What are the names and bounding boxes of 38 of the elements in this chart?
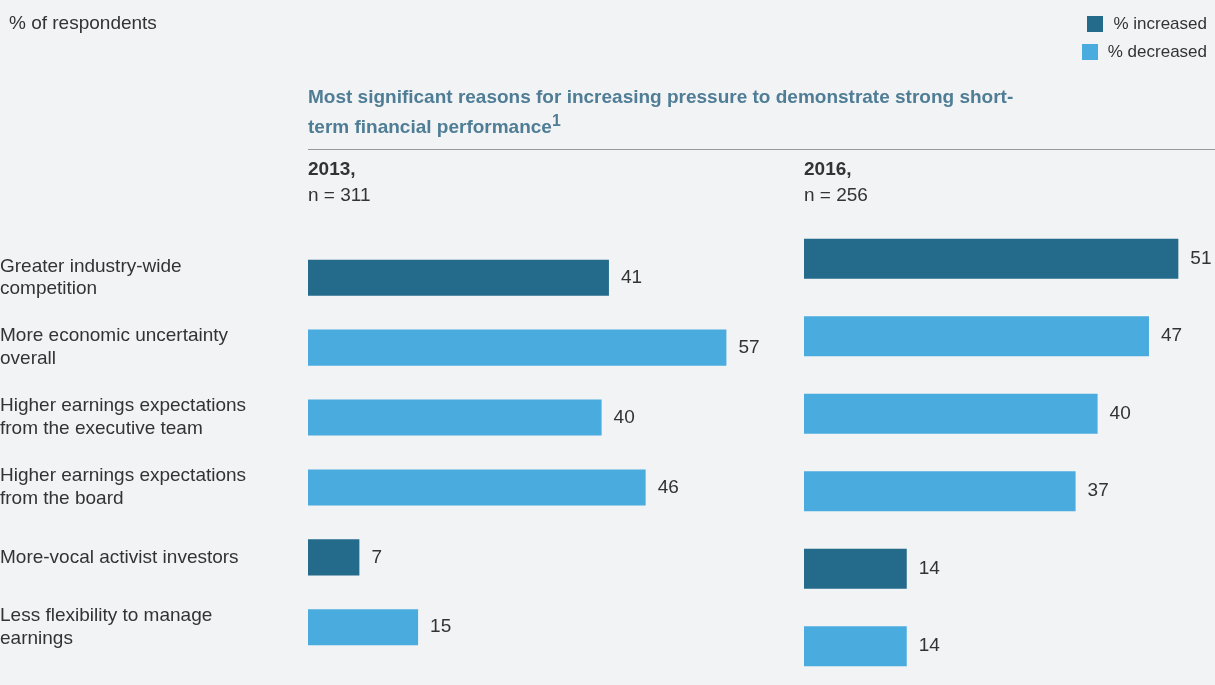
data-label: 46 [657, 475, 679, 497]
legend-label: % increased [1113, 14, 1207, 34]
data-label: 41 [620, 265, 643, 287]
y-tick-label: Higher earnings expectations from the board [0, 464, 247, 509]
bar [308, 399, 602, 436]
bar [804, 548, 907, 589]
data-label: 57 [738, 335, 760, 357]
chart-subtitle: 2013, [308, 158, 356, 180]
bar [308, 469, 646, 506]
chart-subtitle: 2016, [804, 158, 852, 180]
bar [308, 609, 419, 646]
y-tick-label: More economic uncertainty overall [0, 324, 229, 369]
text: n = 311 [308, 184, 371, 206]
bar [308, 329, 727, 366]
bar [308, 259, 609, 296]
y-tick-label: Higher earnings expectations from the executive team [0, 394, 247, 439]
data-label: 15 [430, 615, 452, 637]
data-label: 37 [1087, 479, 1109, 501]
data-label: 14 [918, 556, 941, 578]
bar [804, 316, 1149, 357]
chart-title: Most significant reasons for increasing pressure to demonstrate strong short-term financial performance$^{1}$ [308, 85, 1015, 140]
data-label: 14 [918, 634, 941, 656]
bar [804, 471, 1076, 512]
bar [804, 626, 907, 667]
y-tick-label: Less flexibility to manage earnings [0, 604, 213, 648]
data-label: 40 [613, 405, 635, 427]
bar [308, 539, 360, 576]
bar [804, 238, 1179, 279]
legend-label: % decreased [1107, 42, 1207, 62]
data-label: 51 [1190, 246, 1212, 268]
data-label: 7 [371, 545, 382, 567]
data-label: 40 [1109, 401, 1131, 423]
text: % of respondents [9, 12, 157, 34]
data-label: 47 [1160, 324, 1183, 346]
y-tick-label: More-vocal activist investors [0, 545, 239, 567]
text: n = 256 [804, 184, 868, 206]
y-tick-label: Greater industry-wide competition [0, 254, 182, 299]
bar [804, 393, 1098, 434]
